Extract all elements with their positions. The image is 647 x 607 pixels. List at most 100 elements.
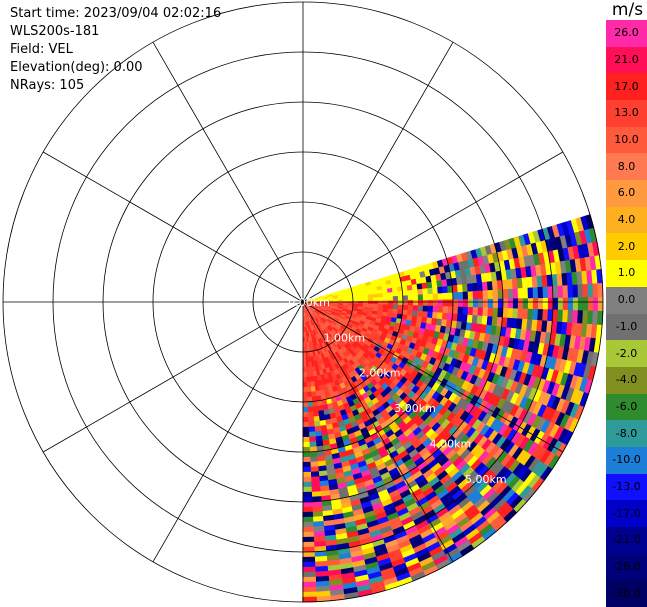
velocity-cell	[357, 298, 364, 302]
velocity-cell	[327, 402, 334, 410]
elevation-text: Elevation(deg): 0.00	[10, 60, 143, 75]
colorbar-segment	[606, 260, 647, 288]
velocity-cell	[435, 438, 446, 450]
velocity-cell	[432, 287, 439, 295]
velocity-cell	[356, 289, 363, 294]
velocity-cell	[457, 284, 464, 293]
velocity-cell	[327, 325, 334, 331]
velocity-cell	[330, 447, 339, 455]
velocity-cell	[370, 432, 380, 442]
velocity-cell	[327, 569, 342, 577]
velocity-cell	[541, 379, 552, 394]
velocity-cell	[539, 449, 552, 465]
velocity-cell	[531, 477, 545, 493]
velocity-cell	[367, 428, 377, 437]
velocity-cell	[325, 310, 332, 315]
velocity-cell	[516, 277, 524, 289]
velocity-cell	[361, 415, 370, 424]
velocity-cell	[401, 334, 409, 341]
velocity-cell	[329, 360, 335, 367]
velocity-cell	[304, 321, 307, 328]
velocity-cell	[326, 361, 332, 368]
velocity-cell	[307, 302, 314, 305]
velocity-cell	[311, 396, 318, 403]
velocity-cell	[590, 324, 598, 340]
velocity-cell	[347, 303, 354, 307]
velocity-cell	[323, 449, 332, 457]
velocity-cell	[392, 404, 402, 414]
velocity-cell	[445, 523, 461, 536]
velocity-cell	[329, 324, 335, 330]
velocity-cell	[328, 483, 339, 491]
velocity-cell	[442, 543, 458, 556]
velocity-cell	[325, 398, 333, 405]
velocity-cell	[470, 322, 478, 333]
velocity-cell	[414, 519, 429, 531]
velocity-cell	[371, 420, 381, 429]
velocity-cell	[302, 401, 308, 408]
velocity-cell	[490, 271, 498, 282]
velocity-cell	[328, 584, 344, 592]
velocity-cell	[495, 375, 505, 388]
velocity-cell	[359, 537, 373, 546]
velocity-cell	[302, 576, 317, 583]
velocity-cell	[422, 565, 439, 577]
velocity-cell	[364, 407, 373, 416]
velocity-cell	[476, 500, 491, 514]
velocity-cell	[373, 506, 386, 516]
velocity-cell	[337, 307, 343, 311]
velocity-cell	[485, 361, 494, 373]
velocity-cell	[360, 500, 373, 510]
velocity-cell	[551, 273, 559, 287]
velocity-cell	[351, 325, 358, 331]
velocity-cell	[465, 470, 479, 483]
velocity-cell	[478, 523, 494, 538]
velocity-cell	[353, 321, 360, 326]
velocity-cell	[342, 308, 348, 312]
velocity-cell	[391, 313, 398, 319]
colorbar-tick-label: 4.0	[617, 213, 636, 227]
velocity-cell	[486, 511, 501, 525]
velocity-cell	[539, 354, 548, 368]
velocity-cell	[336, 311, 343, 315]
velocity-cell	[304, 336, 307, 343]
velocity-cell	[379, 335, 387, 342]
velocity-cell	[305, 361, 310, 368]
velocity-cell	[302, 531, 314, 538]
velocity-cell	[408, 484, 421, 495]
velocity-cell	[386, 287, 393, 293]
velocity-cell	[344, 317, 351, 322]
velocity-cell	[381, 284, 388, 290]
velocity-cell	[425, 513, 439, 525]
velocity-cell	[302, 351, 306, 358]
velocity-cell	[387, 308, 394, 314]
velocity-cell	[491, 395, 502, 408]
velocity-cell	[438, 428, 449, 440]
velocity-cell	[321, 342, 326, 349]
velocity-cell	[319, 320, 324, 326]
velocity-cell	[574, 390, 585, 406]
velocity-cell	[307, 304, 312, 309]
velocity-cell	[411, 315, 418, 322]
velocity-cell	[330, 381, 337, 388]
velocity-cell	[324, 312, 331, 317]
velocity-cell	[324, 534, 337, 542]
velocity-cell	[382, 292, 389, 298]
velocity-cell	[319, 389, 326, 396]
velocity-cell	[371, 453, 382, 463]
velocity-cell	[451, 366, 460, 377]
velocity-cell	[535, 446, 548, 462]
velocity-cell	[491, 373, 501, 386]
velocity-cell	[522, 233, 532, 246]
velocity-cell	[348, 330, 355, 336]
velocity-cell	[438, 332, 446, 341]
velocity-cell	[347, 339, 354, 346]
velocity-cell	[554, 411, 566, 427]
velocity-cell	[401, 314, 408, 321]
velocity-cell	[322, 296, 329, 299]
azimuth-spoke	[42, 301, 304, 453]
velocity-cell	[311, 391, 317, 398]
velocity-cell	[302, 391, 308, 398]
velocity-cell	[322, 357, 327, 365]
velocity-cell	[302, 521, 314, 528]
